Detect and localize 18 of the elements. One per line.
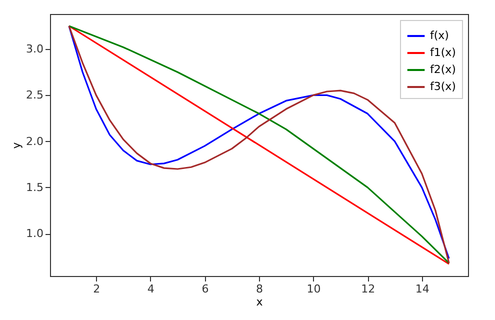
- y-tick-label: 2.0: [26, 134, 44, 148]
- x-tick-label: 10: [306, 282, 321, 296]
- legend-label: f2(x): [430, 63, 456, 76]
- x-tick-label: 8: [256, 282, 263, 296]
- x-tick-label: 12: [361, 282, 376, 296]
- y-tick-label: 1.0: [26, 227, 44, 240]
- y-axis-title: y: [10, 142, 24, 149]
- legend-label: f3(x): [430, 80, 456, 93]
- x-tick-label: 4: [147, 282, 154, 296]
- y-tick-label: 1.5: [26, 180, 44, 194]
- y-tick-label: 3.0: [26, 42, 44, 56]
- legend-label: f(x): [430, 29, 449, 42]
- x-tick-label: 6: [202, 282, 209, 296]
- y-tick-label: 2.5: [26, 88, 44, 102]
- x-tick-label: 14: [415, 282, 430, 296]
- x-axis-title: x: [256, 296, 264, 308]
- legend-label: f1(x): [430, 46, 456, 59]
- x-tick-label: 2: [93, 282, 100, 296]
